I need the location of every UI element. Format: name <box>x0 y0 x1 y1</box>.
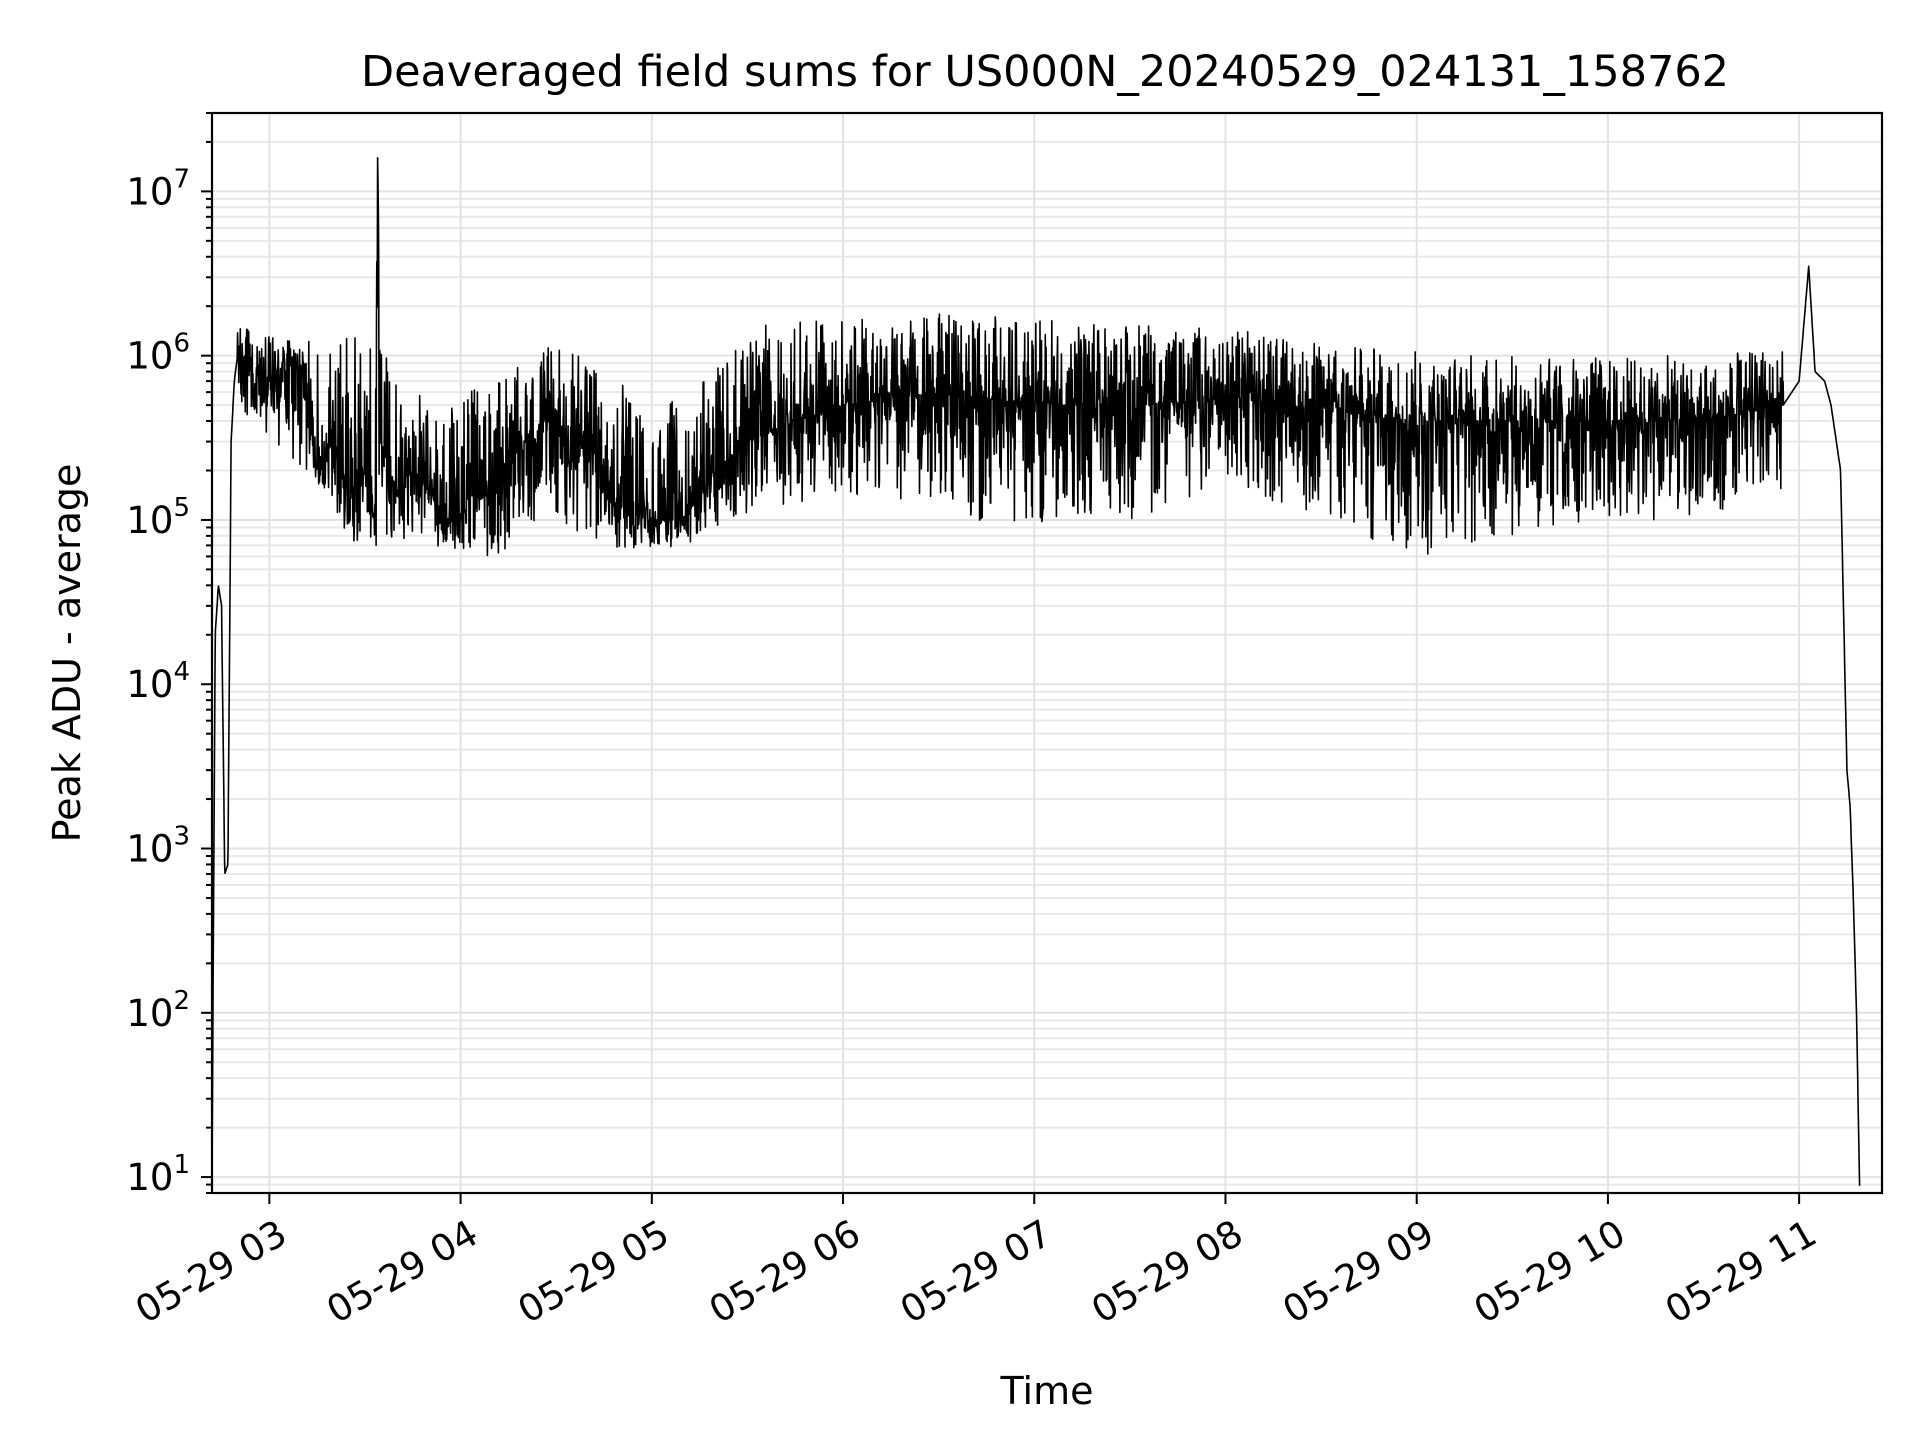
y-tick-label: 105 <box>126 493 190 542</box>
y-tick-label: 102 <box>126 986 190 1035</box>
series-layer <box>211 157 1861 1186</box>
y-tick-label: 103 <box>126 822 190 871</box>
y-tick-label: 101 <box>126 1150 190 1199</box>
y-axis: 101 102 103 104 105 106 107 <box>126 112 212 1199</box>
series-line <box>211 157 1861 1186</box>
y-axis-label: Peak ADU - average <box>45 464 89 843</box>
y-tick-label: 106 <box>126 329 190 378</box>
y-tick-label: 107 <box>126 164 190 213</box>
chart-title: Deaveraged field sums for US000N_2024052… <box>361 47 1729 97</box>
plot-frame <box>210 111 1884 1195</box>
x-axis-label: Time <box>1000 1369 1094 1413</box>
y-tick-label: 104 <box>126 657 190 706</box>
